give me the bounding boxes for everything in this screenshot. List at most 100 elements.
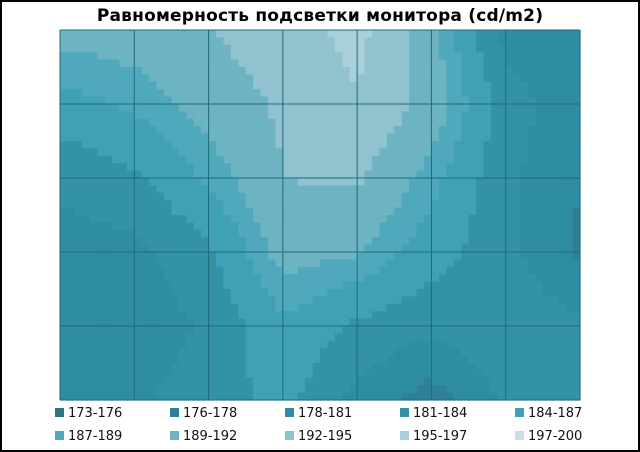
contour-sample <box>520 303 529 312</box>
contour-sample <box>372 318 381 327</box>
legend-swatch <box>515 408 524 417</box>
contour-sample <box>112 363 121 371</box>
contour-sample <box>513 200 522 209</box>
contour-sample <box>290 237 299 246</box>
contour-sample <box>446 274 455 283</box>
contour-sample <box>505 81 514 90</box>
contour-sample <box>320 222 329 231</box>
contour-sample <box>141 237 150 246</box>
contour-sample <box>112 289 121 297</box>
contour-sample <box>112 74 121 83</box>
contour-sample <box>201 178 210 186</box>
contour-sample <box>134 392 143 401</box>
contour-sample <box>82 377 91 386</box>
contour-sample <box>164 385 173 394</box>
contour-sample <box>409 252 418 260</box>
contour-sample <box>268 89 277 98</box>
contour-sample <box>372 244 381 253</box>
contour-sample <box>372 118 381 127</box>
contour-sample <box>201 333 210 342</box>
contour-sample <box>401 185 410 194</box>
contour-sample <box>327 252 336 260</box>
contour-sample <box>282 178 291 186</box>
contour-sample <box>401 237 410 246</box>
contour-sample <box>67 355 76 364</box>
contour-sample <box>134 274 143 283</box>
contour-sample <box>60 237 69 246</box>
contour-sample <box>550 348 559 357</box>
contour-sample <box>557 222 566 231</box>
contour-sample <box>245 67 254 75</box>
contour-sample <box>565 303 574 312</box>
contour-sample <box>164 104 173 112</box>
contour-sample <box>394 237 403 246</box>
contour-sample <box>134 192 143 201</box>
contour-sample <box>542 311 551 320</box>
contour-sample <box>149 340 158 349</box>
contour-sample <box>119 185 128 194</box>
contour-sample <box>431 74 440 83</box>
contour-sample <box>409 363 418 371</box>
contour-sample <box>260 392 269 401</box>
contour-sample <box>282 59 291 68</box>
contour-sample <box>446 348 455 357</box>
contour-sample <box>141 52 150 61</box>
contour-sample <box>446 126 455 135</box>
contour-sample <box>394 229 403 238</box>
contour-sample <box>542 215 551 223</box>
contour-sample <box>438 133 447 142</box>
contour-sample <box>275 96 284 105</box>
contour-sample <box>186 222 195 231</box>
contour-sample <box>364 111 373 120</box>
contour-sample <box>565 244 574 253</box>
contour-sample <box>513 44 522 53</box>
contour-sample <box>394 207 403 216</box>
contour-sample <box>186 237 195 246</box>
contour-sample <box>557 170 566 179</box>
contour-sample <box>97 118 106 127</box>
contour-sample <box>290 266 299 275</box>
contour-sample <box>60 30 69 38</box>
contour-sample <box>208 303 217 312</box>
contour-sample <box>520 52 529 61</box>
contour-sample <box>528 311 537 320</box>
contour-sample <box>141 363 150 371</box>
contour-sample <box>528 81 537 90</box>
contour-sample <box>483 289 492 297</box>
contour-sample <box>490 303 499 312</box>
contour-sample <box>290 155 299 164</box>
contour-sample <box>126 326 135 334</box>
contour-sample <box>186 163 195 172</box>
contour-sample <box>290 37 299 46</box>
contour-sample <box>230 348 239 357</box>
contour-sample <box>67 259 76 268</box>
contour-sample <box>178 296 187 305</box>
contour-sample <box>67 52 76 61</box>
contour-sample <box>216 348 225 357</box>
contour-sample <box>342 89 351 98</box>
contour-sample <box>320 311 329 320</box>
contour-sample <box>186 207 195 216</box>
contour-sample <box>401 200 410 209</box>
contour-sample <box>550 222 559 231</box>
contour-sample <box>386 74 395 83</box>
contour-sample <box>126 111 135 120</box>
contour-sample <box>446 363 455 371</box>
contour-sample <box>409 296 418 305</box>
contour-sample <box>401 170 410 179</box>
contour-sample <box>216 89 225 98</box>
contour-sample <box>245 185 254 194</box>
contour-sample <box>282 148 291 157</box>
contour-sample <box>431 52 440 61</box>
contour-sample <box>141 111 150 120</box>
contour-sample <box>282 229 291 238</box>
contour-sample <box>565 333 574 342</box>
contour-sample <box>82 126 91 135</box>
contour-sample <box>476 118 485 127</box>
contour-sample <box>178 289 187 297</box>
contour-sample <box>320 326 329 334</box>
legend-item: 187-189 <box>55 429 122 445</box>
contour-sample <box>349 370 358 379</box>
contour-sample <box>327 133 336 142</box>
contour-sample <box>134 326 143 334</box>
